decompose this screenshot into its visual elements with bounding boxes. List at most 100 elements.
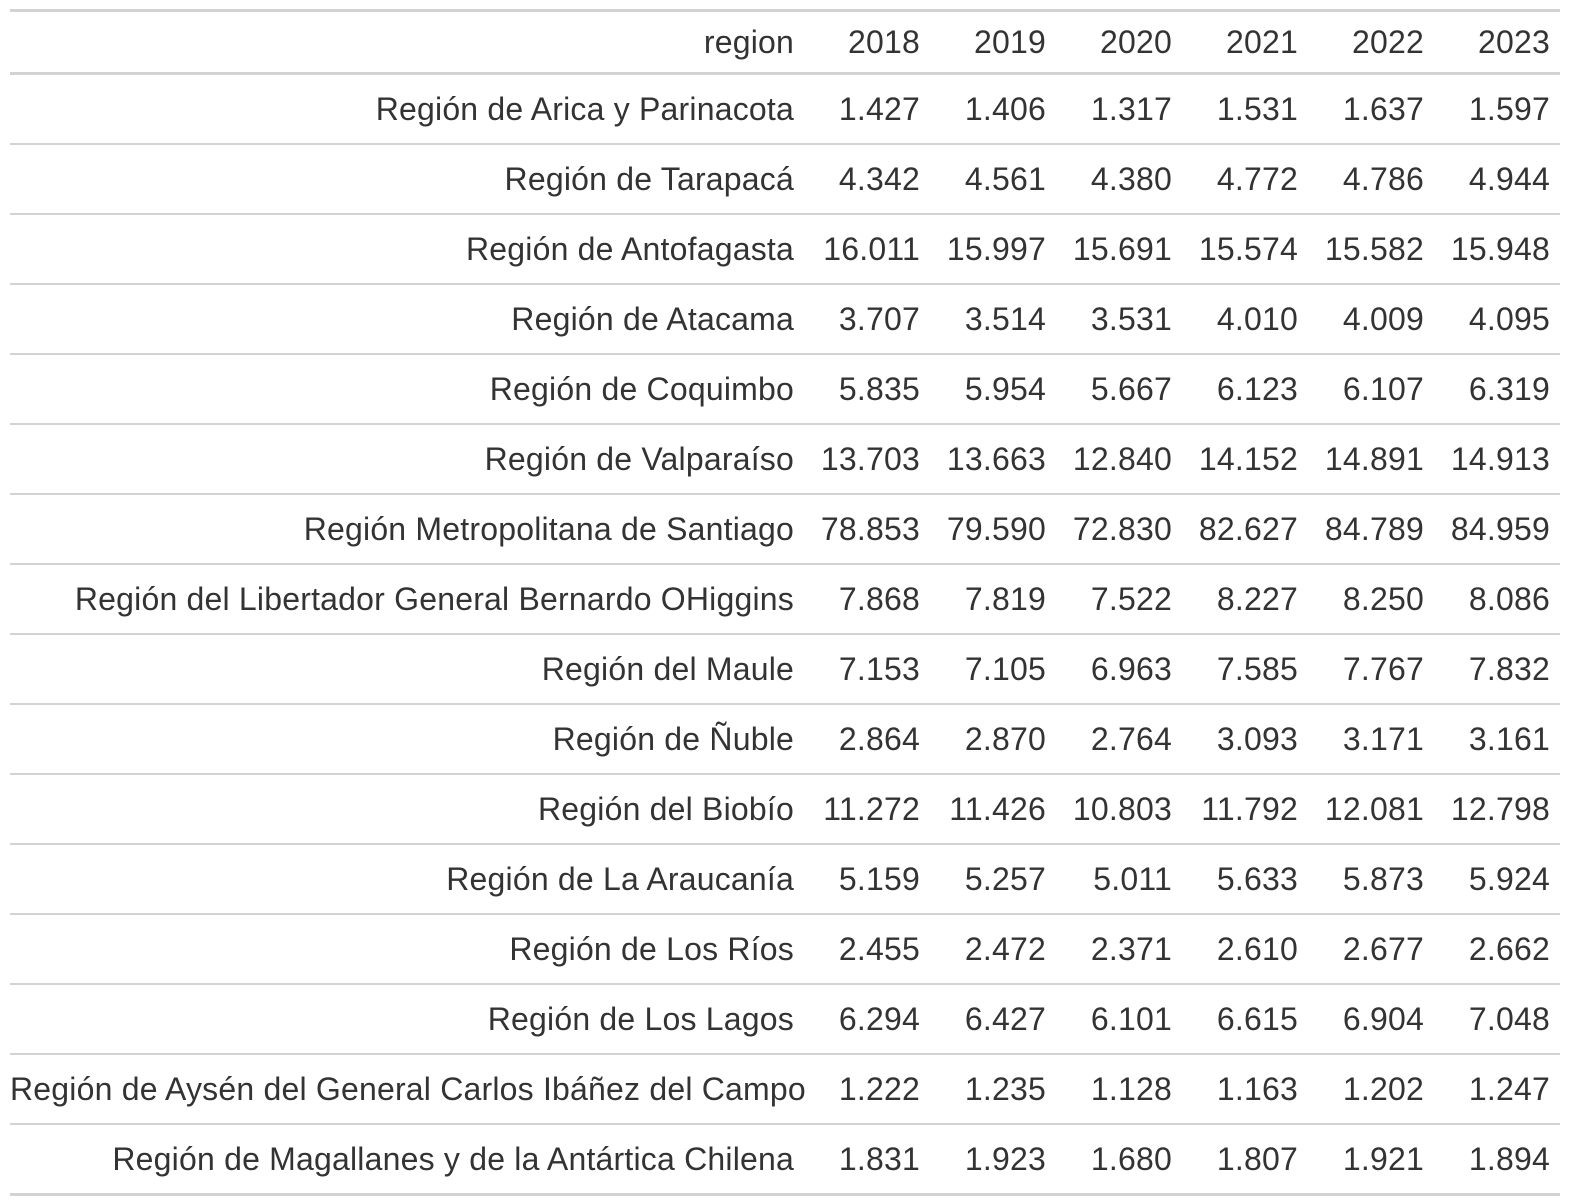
value-cell: 1.247 [1434, 1054, 1560, 1125]
value-cell: 5.873 [1308, 844, 1434, 915]
region-name-cell: Región del Maule [10, 634, 804, 705]
value-cell: 5.667 [1056, 354, 1182, 425]
value-cell: 12.081 [1308, 774, 1434, 845]
table-row: Región de Ñuble 2.864 2.870 2.764 3.093 3.171… [10, 704, 1560, 775]
value-cell: 4.944 [1434, 144, 1560, 215]
value-cell: 5.159 [804, 844, 930, 915]
value-cell: 14.913 [1434, 424, 1560, 495]
value-cell: 6.294 [804, 984, 930, 1055]
value-cell: 6.904 [1308, 984, 1434, 1055]
table-row: Región de Magallanes y de la Antártica C… [10, 1124, 1560, 1195]
value-cell: 5.633 [1182, 844, 1308, 915]
value-cell: 2.764 [1056, 704, 1182, 775]
value-cell: 1.222 [804, 1054, 930, 1125]
table-row: Región de Aysén del General Carlos Ibáñe… [10, 1054, 1560, 1125]
table-row: Región del Maule 7.153 7.105 6.963 7.585 7.76… [10, 634, 1560, 705]
table-header: region 2018 2019 2020 2021 2022 2023 [10, 10, 1560, 75]
region-name-cell: Región de Valparaíso [10, 424, 804, 495]
value-cell: 3.514 [930, 284, 1056, 355]
value-cell: 6.319 [1434, 354, 1560, 425]
region-name-cell: Región Metropolitana de Santiago [10, 494, 804, 565]
value-cell: 84.959 [1434, 494, 1560, 565]
region-name-cell: Región del Libertador General Bernardo O… [10, 564, 804, 635]
value-cell: 7.048 [1434, 984, 1560, 1055]
value-cell: 4.786 [1308, 144, 1434, 215]
value-cell: 8.250 [1308, 564, 1434, 635]
region-name-cell: Región de Los Ríos [10, 914, 804, 985]
value-cell: 7.832 [1434, 634, 1560, 705]
table-row: Región de Los Ríos 2.455 2.472 2.371 2.610 2.… [10, 914, 1560, 985]
region-name-cell: Región del Biobío [10, 774, 804, 845]
value-cell: 15.691 [1056, 214, 1182, 285]
value-cell: 7.522 [1056, 564, 1182, 635]
value-cell: 1.597 [1434, 73, 1560, 145]
value-cell: 7.819 [930, 564, 1056, 635]
column-header-year: 2019 [930, 10, 1056, 75]
value-cell: 1.427 [804, 73, 930, 145]
value-cell: 6.123 [1182, 354, 1308, 425]
value-cell: 84.789 [1308, 494, 1434, 565]
value-cell: 11.426 [930, 774, 1056, 845]
value-cell: 1.317 [1056, 73, 1182, 145]
value-cell: 2.870 [930, 704, 1056, 775]
value-cell: 11.792 [1182, 774, 1308, 845]
value-cell: 11.272 [804, 774, 930, 845]
value-cell: 3.171 [1308, 704, 1434, 775]
value-cell: 4.010 [1182, 284, 1308, 355]
value-cell: 1.807 [1216, 1140, 1298, 1177]
table-body: Región de Arica y Parinacota 1.427 1.406 1.… [10, 73, 1560, 1195]
column-header-year: 2020 [1056, 10, 1182, 75]
table-row: Región del Libertador General Bernardo O… [10, 564, 1560, 635]
value-cell: 1.894 [1468, 1140, 1550, 1177]
region-name-cell: Región de Magallanes y de la Antártica C… [112, 1140, 794, 1177]
value-cell: 2.472 [930, 914, 1056, 985]
value-cell: 5.257 [930, 844, 1056, 915]
value-cell: 15.948 [1434, 214, 1560, 285]
table-row: Región de Los Lagos 6.294 6.427 6.101 6.615 6… [10, 984, 1560, 1055]
column-header-year: 2022 [1308, 10, 1434, 75]
value-cell: 6.107 [1308, 354, 1434, 425]
column-header-year: 2018 [804, 10, 930, 75]
value-cell: 1.202 [1308, 1054, 1434, 1125]
value-cell: 2.371 [1056, 914, 1182, 985]
value-cell: 2.662 [1434, 914, 1560, 985]
value-cell: 1.531 [1182, 73, 1308, 145]
value-cell: 16.011 [804, 214, 930, 285]
value-cell: 14.152 [1182, 424, 1308, 495]
region-name-cell: Región de Arica y Parinacota [10, 73, 804, 145]
value-cell: 7.585 [1182, 634, 1308, 705]
region-name-cell: Región de Antofagasta [10, 214, 804, 285]
value-cell: 4.561 [930, 144, 1056, 215]
value-cell: 4.009 [1308, 284, 1434, 355]
value-cell: 3.093 [1182, 704, 1308, 775]
region-name-cell: Región de Los Lagos [10, 984, 804, 1055]
value-cell: 7.868 [804, 564, 930, 635]
value-cell: 1.831 [838, 1140, 920, 1177]
value-cell: 79.590 [930, 494, 1056, 565]
value-cell: 4.380 [1056, 144, 1182, 215]
table-row: Región de Antofagasta 16.011 15.997 15.691 1… [10, 214, 1560, 285]
value-cell: 12.840 [1056, 424, 1182, 495]
value-cell: 6.101 [1056, 984, 1182, 1055]
table-row: Región de La Araucanía 5.159 5.257 5.011 5.6… [10, 844, 1560, 915]
table-row: Región de Tarapacá 4.342 4.561 4.380 4.772 4.… [10, 144, 1560, 215]
table-row: Región de Valparaíso 13.703 13.663 12.840 14… [10, 424, 1560, 495]
value-cell: 2.864 [804, 704, 930, 775]
table-row: Región de Atacama 3.707 3.514 3.531 4.010 4.0… [10, 284, 1560, 355]
header-row: region 2018 2019 2020 2021 2022 2023 [10, 10, 1560, 75]
column-header-year: 2023 [1434, 10, 1560, 75]
region-name-cell: Región de Ñuble [10, 704, 804, 775]
value-cell: 5.954 [930, 354, 1056, 425]
value-cell: 10.803 [1056, 774, 1182, 845]
table-row: Región Metropolitana de Santiago 78.853 79… [10, 494, 1560, 565]
value-cell: 1.680 [1090, 1140, 1172, 1177]
value-cell: 1.637 [1308, 73, 1434, 145]
data-table: region 2018 2019 2020 2021 2022 2023 Región de… [10, 9, 1560, 1196]
value-cell: 3.161 [1434, 704, 1560, 775]
table-row: Región de Arica y Parinacota 1.427 1.406 1.… [10, 73, 1560, 145]
value-cell: 12.798 [1434, 774, 1560, 845]
value-cell: 7.153 [804, 634, 930, 705]
table-row: Región del Biobío 11.272 11.426 10.803 11.79… [10, 774, 1560, 845]
region-name-cell: Región de Coquimbo [10, 354, 804, 425]
region-name-cell: Región de Tarapacá [10, 144, 804, 215]
